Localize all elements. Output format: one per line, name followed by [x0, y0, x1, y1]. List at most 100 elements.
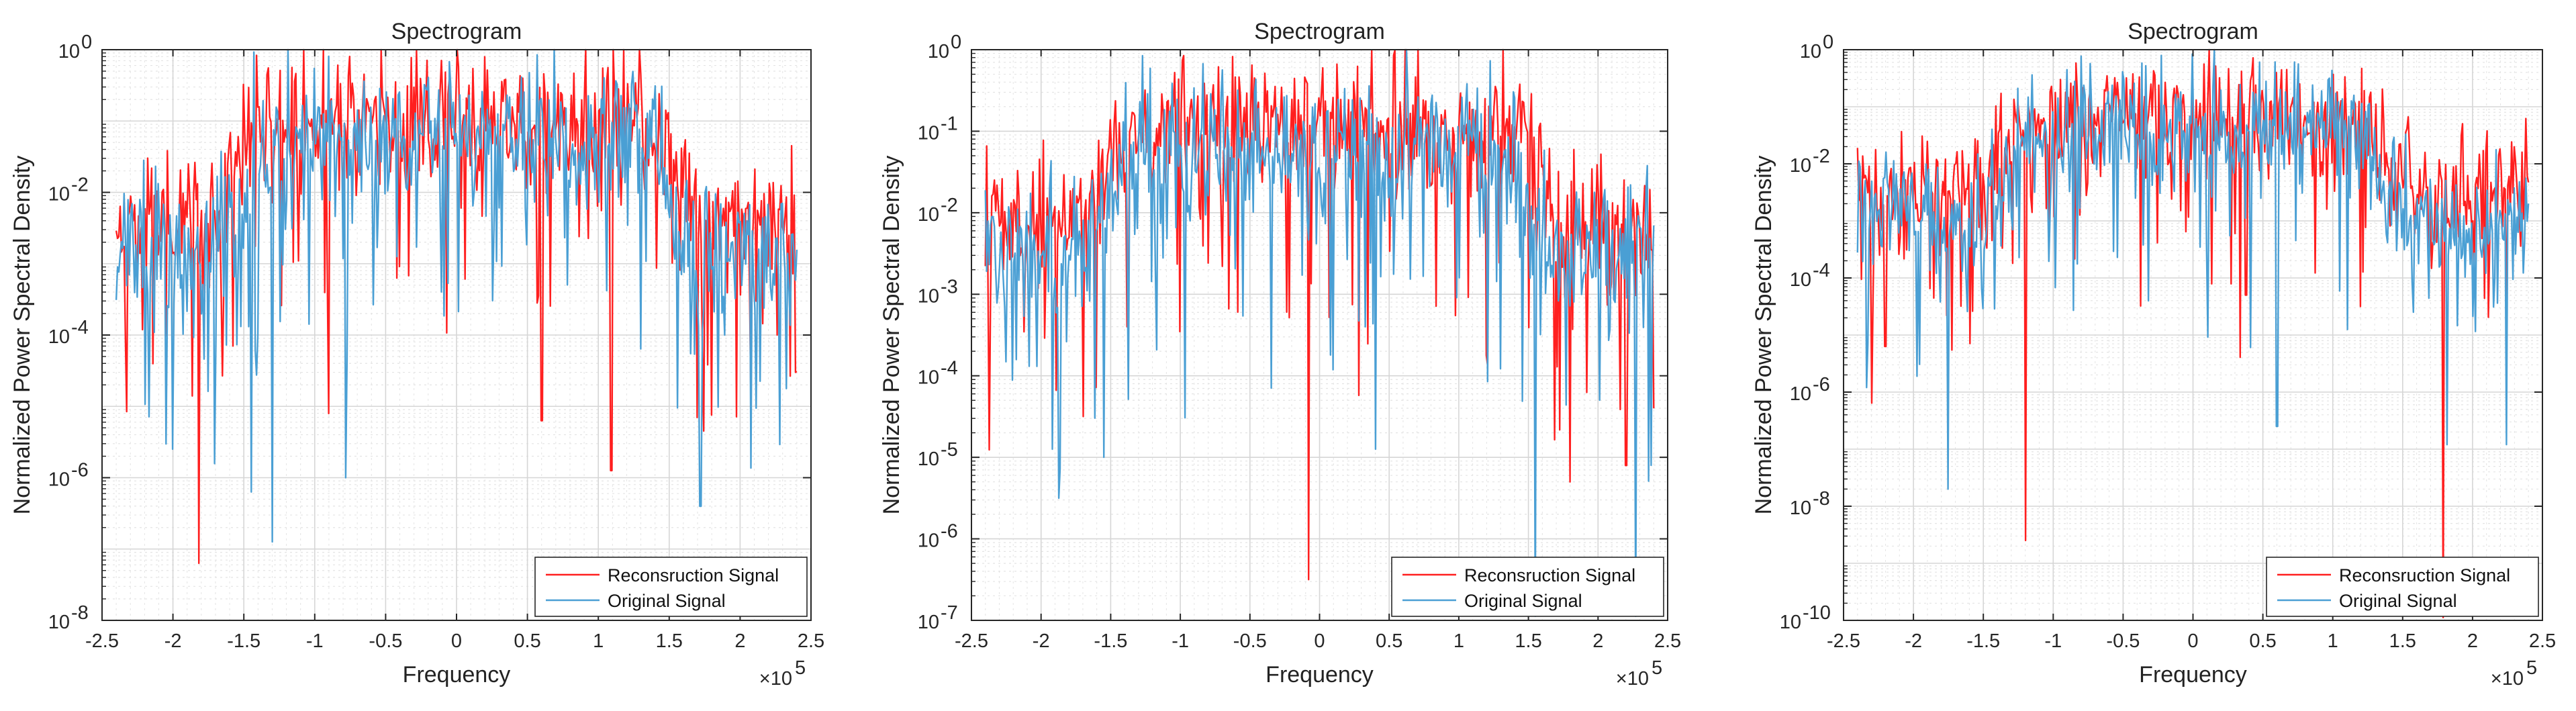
y-tick-label-base: 10 [1790, 269, 1811, 291]
legend-box [1391, 557, 1664, 617]
legend: Reconsruction Signal Original Signal [2266, 557, 2539, 617]
x-tick-label: -2 [164, 630, 182, 652]
legend-entry: Reconsruction Signal [2339, 565, 2510, 585]
x-tick-label: 0.5 [1376, 630, 1402, 652]
chart-panel-1: -2.5 -2 -1.5 -1 -0.5 0 0.5 1 1.5 2 2.510 010 -210 -41… [9, 19, 824, 690]
x-multiplier-base: ×10 [2491, 668, 2524, 690]
y-tick-label-exp: 0 [81, 32, 92, 53]
chart-title: Spectrogram [1254, 19, 1385, 44]
legend-entry: Original Signal [608, 591, 726, 611]
y-tick-label-base: 10 [48, 612, 70, 633]
x-tick-label: 0 [451, 630, 462, 652]
x-tick-label: 0.5 [2249, 630, 2276, 652]
y-tick-label-base: 10 [918, 367, 939, 389]
y-tick-label-base: 10 [1800, 41, 1821, 62]
x-axis-label: Frequency [403, 662, 511, 688]
x-tick-label: 2.5 [798, 630, 824, 652]
x-tick-label: 1 [1453, 630, 1464, 652]
y-axis-label: Normalized Power Spectral Density [9, 156, 35, 515]
series-line-original [984, 48, 1655, 618]
x-tick-label: 1 [2328, 630, 2338, 652]
x-tick-label: 2.5 [1654, 630, 1681, 652]
y-tick-label-exp: -3 [941, 276, 958, 297]
y-tick-label-exp: -6 [71, 460, 89, 481]
y-tick-label-base: 10 [48, 469, 70, 491]
x-tick-label: -0.5 [1233, 630, 1267, 652]
x-tick-label: -2.5 [1827, 630, 1860, 652]
x-tick-label: -1 [2044, 630, 2062, 652]
legend-entry: Original Signal [2339, 591, 2457, 611]
series-line-original [1856, 48, 2530, 490]
y-tick-label-exp: -6 [941, 521, 958, 542]
y-tick-label-exp: -2 [941, 195, 958, 216]
x-tick-label: 2.5 [2529, 630, 2556, 652]
x-tick-label: 1.5 [1515, 630, 1541, 652]
x-tick-label: -1.5 [1966, 630, 2000, 652]
x-axis-label: Frequency [1266, 662, 1374, 688]
legend-box [2266, 557, 2539, 617]
legend-box [534, 557, 808, 617]
x-axis-label: Frequency [2139, 662, 2247, 688]
chart-panel-2: -2.5 -2 -1.5 -1 -0.5 0 0.5 1 1.5 2 2.510 010 -110 -21… [879, 19, 1681, 690]
y-tick-label-base: 10 [918, 122, 939, 144]
y-tick-label-base: 10 [918, 612, 939, 633]
y-tick-label-exp: -6 [1813, 374, 1830, 395]
legend: Reconsruction Signal Original Signal [534, 557, 808, 617]
x-multiplier-base: ×10 [759, 668, 792, 690]
y-tick-label-base: 10 [48, 184, 70, 205]
y-tick-label-exp: -5 [941, 439, 958, 461]
x-tick-label: 0 [1314, 630, 1325, 652]
legend-entry: Reconsruction Signal [1464, 565, 1635, 585]
y-axis-label: Normalized Power Spectral Density [1751, 156, 1776, 515]
x-tick-label: 1 [593, 630, 604, 652]
x-multiplier-base: ×10 [1616, 668, 1649, 690]
x-multiplier-exp: 5 [795, 657, 806, 679]
x-tick-label: 1.5 [656, 630, 683, 652]
x-tick-label: 1.5 [2389, 630, 2416, 652]
x-tick-label: -2.5 [955, 630, 988, 652]
x-tick-label: -1.5 [1094, 630, 1127, 652]
y-tick-label-exp: -2 [1813, 146, 1830, 167]
x-tick-label: -0.5 [369, 630, 402, 652]
y-tick-label-exp: -4 [1813, 260, 1830, 281]
x-tick-label: 2 [2467, 630, 2478, 652]
y-tick-label-exp: -4 [71, 317, 89, 338]
y-tick-label-exp: -10 [1803, 602, 1831, 624]
legend: Reconsruction Signal Original Signal [1391, 557, 1664, 617]
y-tick-label-base: 10 [918, 204, 939, 226]
y-tick-label-exp: -8 [71, 602, 89, 624]
y-tick-label-exp: -2 [71, 175, 89, 196]
y-tick-label-base: 10 [918, 448, 939, 470]
x-tick-label: -2.5 [85, 630, 119, 652]
x-tick-label: -2 [1033, 630, 1050, 652]
y-tick-label-base: 10 [58, 41, 80, 62]
y-tick-label-base: 10 [1790, 497, 1811, 519]
y-tick-label-exp: -8 [1813, 488, 1830, 510]
x-tick-label: -2 [1905, 630, 1922, 652]
x-tick-label: 0 [2187, 630, 2198, 652]
x-tick-label: 2 [734, 630, 745, 652]
x-tick-label: -1 [1172, 630, 1189, 652]
series-line-reconstruction [984, 48, 1655, 581]
y-tick-label-base: 10 [1790, 155, 1811, 177]
x-tick-label: 0.5 [514, 630, 540, 652]
y-tick-label-base: 10 [918, 530, 939, 552]
series-line-original [115, 48, 798, 543]
y-tick-label-exp: 0 [951, 32, 961, 53]
series-line-reconstruction [115, 48, 798, 565]
y-tick-label-exp: -7 [941, 602, 958, 624]
x-multiplier-exp: 5 [2526, 657, 2537, 679]
y-tick-label-base: 10 [918, 285, 939, 307]
x-tick-label: 2 [1592, 630, 1603, 652]
y-tick-label-base: 10 [48, 326, 70, 348]
chart-title: Spectrogram [2128, 19, 2258, 44]
y-tick-label-exp: 0 [1823, 32, 1833, 53]
y-axis-label: Normalized Power Spectral Density [879, 156, 904, 515]
x-multiplier-exp: 5 [1652, 657, 1662, 679]
legend-entry: Original Signal [1464, 591, 1582, 611]
x-tick-label: -1.5 [227, 630, 260, 652]
y-tick-label-exp: -4 [941, 358, 958, 379]
x-tick-label: -0.5 [2106, 630, 2140, 652]
y-tick-label-exp: -1 [941, 113, 958, 134]
chart-panel-3: -2.5 -2 -1.5 -1 -0.5 0 0.5 1 1.5 2 2.510 010 -210 -41… [1751, 19, 2556, 690]
